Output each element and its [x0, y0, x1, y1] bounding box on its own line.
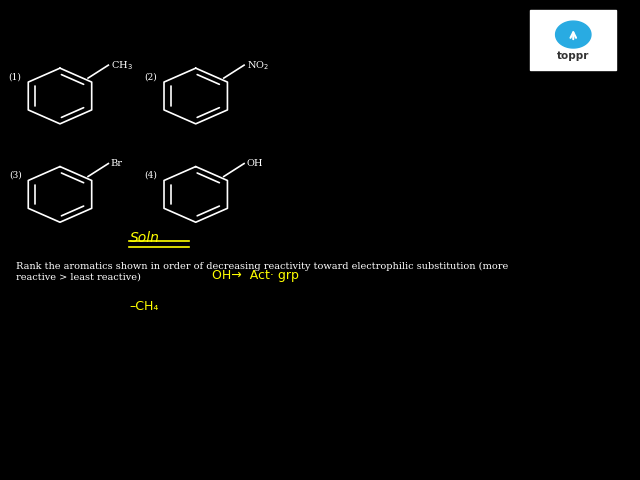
Text: (4): (4)	[145, 171, 157, 180]
Text: NO$_2$: NO$_2$	[246, 59, 269, 72]
Text: Rank the aromatics shown in order of decreasing reactivity toward electrophilic : Rank the aromatics shown in order of dec…	[16, 262, 508, 281]
Text: OH: OH	[246, 159, 263, 168]
Text: CH$_3$: CH$_3$	[111, 59, 132, 72]
Text: –CH₄: –CH₄	[129, 300, 159, 313]
Polygon shape	[556, 21, 591, 48]
FancyBboxPatch shape	[531, 10, 616, 70]
Text: OH→  Act· grp: OH→ Act· grp	[211, 269, 298, 282]
Text: (1): (1)	[9, 72, 22, 81]
Text: (3): (3)	[9, 171, 22, 180]
Text: toppr: toppr	[557, 51, 589, 61]
Text: Br: Br	[111, 159, 123, 168]
Text: (2): (2)	[145, 72, 157, 81]
Text: Soln: Soln	[129, 231, 159, 245]
